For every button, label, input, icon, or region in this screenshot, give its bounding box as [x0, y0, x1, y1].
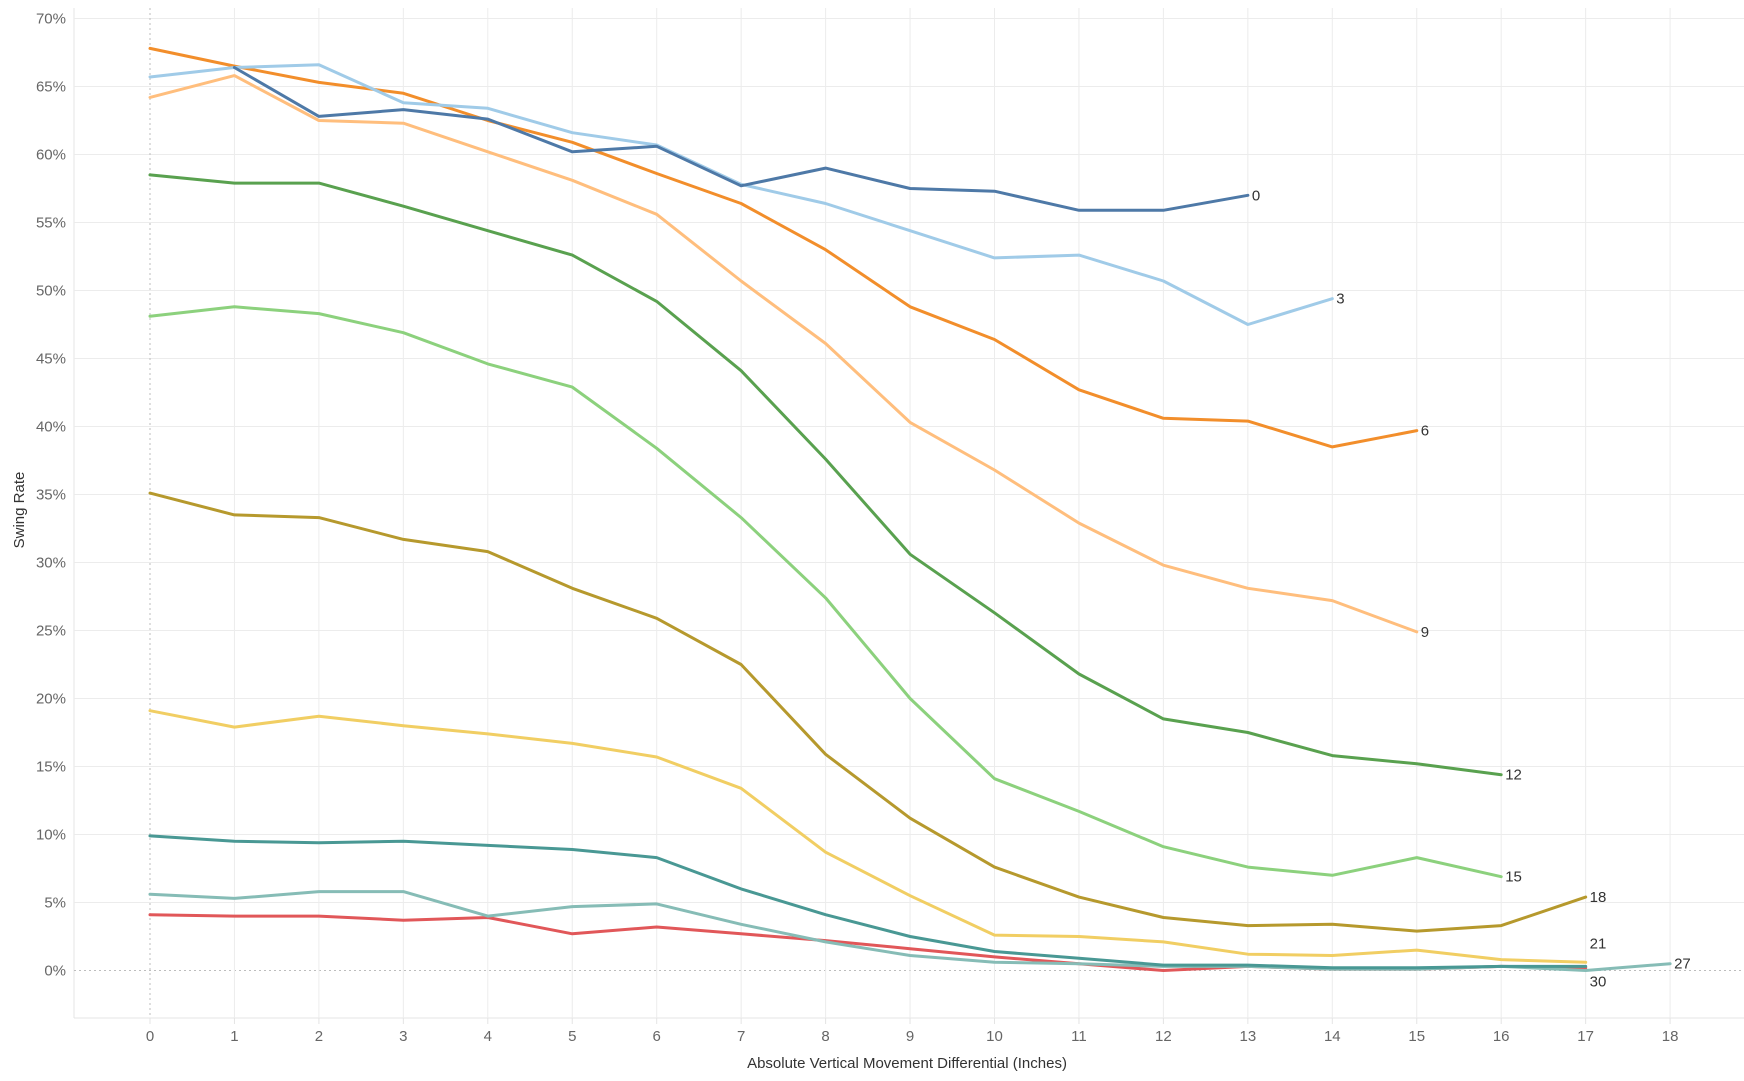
series-line-24 [148, 834, 1588, 970]
x-tick-label: 3 [399, 1028, 407, 1045]
y-tick-label: 40% [36, 419, 66, 436]
grid-lines [73, 8, 1744, 1019]
y-tick-label: 25% [36, 623, 66, 640]
x-axis-title: Absolute Vertical Movement Differential … [747, 1055, 1067, 1072]
series-end-label-0: 0 [1252, 187, 1260, 204]
series-line-18 [148, 491, 1588, 933]
series-end-label-6: 6 [1421, 423, 1429, 440]
y-tick-label: 15% [36, 759, 66, 776]
y-tick-label: 20% [36, 691, 66, 708]
y-tick-label: 55% [36, 215, 66, 232]
x-tick-label: 13 [1240, 1028, 1257, 1045]
x-tick-label: 4 [484, 1028, 492, 1045]
x-tick-label: 9 [906, 1028, 914, 1045]
x-tick-label: 14 [1324, 1028, 1341, 1045]
y-tick-label: 70% [36, 11, 66, 28]
series-line-9 [148, 74, 1419, 634]
series-end-label-12: 12 [1505, 767, 1522, 784]
y-tick-label: 65% [36, 79, 66, 96]
y-tick-label: 10% [36, 827, 66, 844]
y-tick-label: 5% [44, 895, 66, 912]
series-end-label-21: 21 [1590, 935, 1607, 952]
series-line-12 [148, 173, 1503, 777]
y-tick-label: 45% [36, 351, 66, 368]
x-tick-label: 2 [315, 1028, 323, 1045]
y-tick-label: 0% [44, 963, 66, 980]
x-tick-label: 0 [146, 1028, 154, 1045]
x-tick-label: 7 [737, 1028, 745, 1045]
series-line-0 [232, 66, 1250, 212]
x-tick-label: 1 [230, 1028, 238, 1045]
y-axis-title: Swing Rate [11, 472, 28, 549]
x-tick-label: 15 [1408, 1028, 1425, 1045]
y-tick-label: 50% [36, 283, 66, 300]
series-end-label-27: 27 [1674, 956, 1691, 973]
x-tick-label: 5 [568, 1028, 576, 1045]
y-tick-label: 60% [36, 147, 66, 164]
series-end-label-18: 18 [1590, 889, 1607, 906]
x-tick-label: 11 [1071, 1028, 1087, 1045]
x-tick-label: 10 [986, 1028, 1003, 1045]
series-line-30 [148, 913, 1588, 972]
series-end-label-30: 30 [1590, 973, 1607, 990]
series-line-21 [148, 709, 1588, 964]
x-tick-label: 17 [1577, 1028, 1594, 1045]
x-tick-label: 16 [1493, 1028, 1510, 1045]
series-end-label-9: 9 [1421, 624, 1429, 641]
y-tick-label: 35% [36, 487, 66, 504]
series-lines [148, 46, 1672, 972]
x-tick-label: 8 [821, 1028, 829, 1045]
x-tick-label: 12 [1155, 1028, 1172, 1045]
x-axis-ticks: 0 1 2 3 4 5 6 7 8 9 10 11 12 13 14 15 16 17 18 [146, 1018, 1679, 1045]
series-line-15 [148, 305, 1503, 879]
series-end-labels: 0 3 6 9 12 15 18 21 30 27 [1252, 187, 1691, 990]
series-line-6 [148, 46, 1419, 449]
x-tick-label: 6 [653, 1028, 661, 1045]
series-end-label-15: 15 [1505, 869, 1522, 886]
y-tick-label: 30% [36, 555, 66, 572]
x-tick-label: 18 [1662, 1028, 1679, 1045]
y-axis-ticks: 0% 5% 10% 15% 20% 25% 30% 35% 40% 45% 50% 55% 60% 65%… [36, 11, 66, 980]
series-end-label-3: 3 [1336, 291, 1344, 308]
